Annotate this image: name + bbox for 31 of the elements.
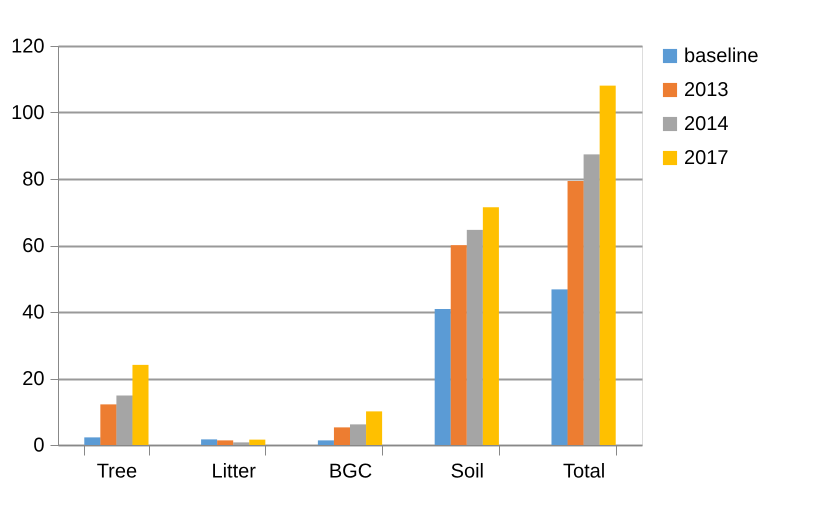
bar bbox=[249, 440, 266, 445]
x-tick-label: Litter bbox=[211, 460, 256, 482]
y-tick-label: 80 bbox=[22, 168, 44, 190]
bar bbox=[201, 439, 218, 445]
bar bbox=[568, 180, 584, 445]
x-tick-label: Soil bbox=[450, 460, 484, 482]
bar bbox=[434, 309, 451, 445]
legend-label: 2013 bbox=[684, 79, 728, 101]
y-tick-label: 100 bbox=[11, 102, 44, 124]
bar bbox=[318, 440, 334, 445]
bar bbox=[334, 427, 350, 445]
bar bbox=[450, 245, 467, 445]
bar bbox=[84, 437, 100, 445]
legend-label: baseline bbox=[684, 45, 759, 67]
y-tick-label: 60 bbox=[22, 235, 44, 257]
bar bbox=[217, 440, 234, 445]
x-tick-label: Total bbox=[562, 460, 606, 482]
x-tick-label: BGC bbox=[328, 460, 372, 482]
y-tick-label: 40 bbox=[22, 302, 44, 324]
y-tick-label: 0 bbox=[33, 434, 44, 456]
bar bbox=[100, 404, 116, 445]
legend-label: 2017 bbox=[684, 147, 728, 169]
bar bbox=[551, 289, 568, 445]
legend-label: 2014 bbox=[684, 113, 728, 135]
y-tick-label: 120 bbox=[11, 36, 44, 58]
y-tick-label: 20 bbox=[22, 368, 44, 390]
bar bbox=[132, 364, 149, 445]
bar bbox=[366, 411, 382, 445]
bar bbox=[600, 86, 616, 445]
bar bbox=[482, 207, 499, 445]
x-tick-label: Tree bbox=[96, 460, 138, 482]
